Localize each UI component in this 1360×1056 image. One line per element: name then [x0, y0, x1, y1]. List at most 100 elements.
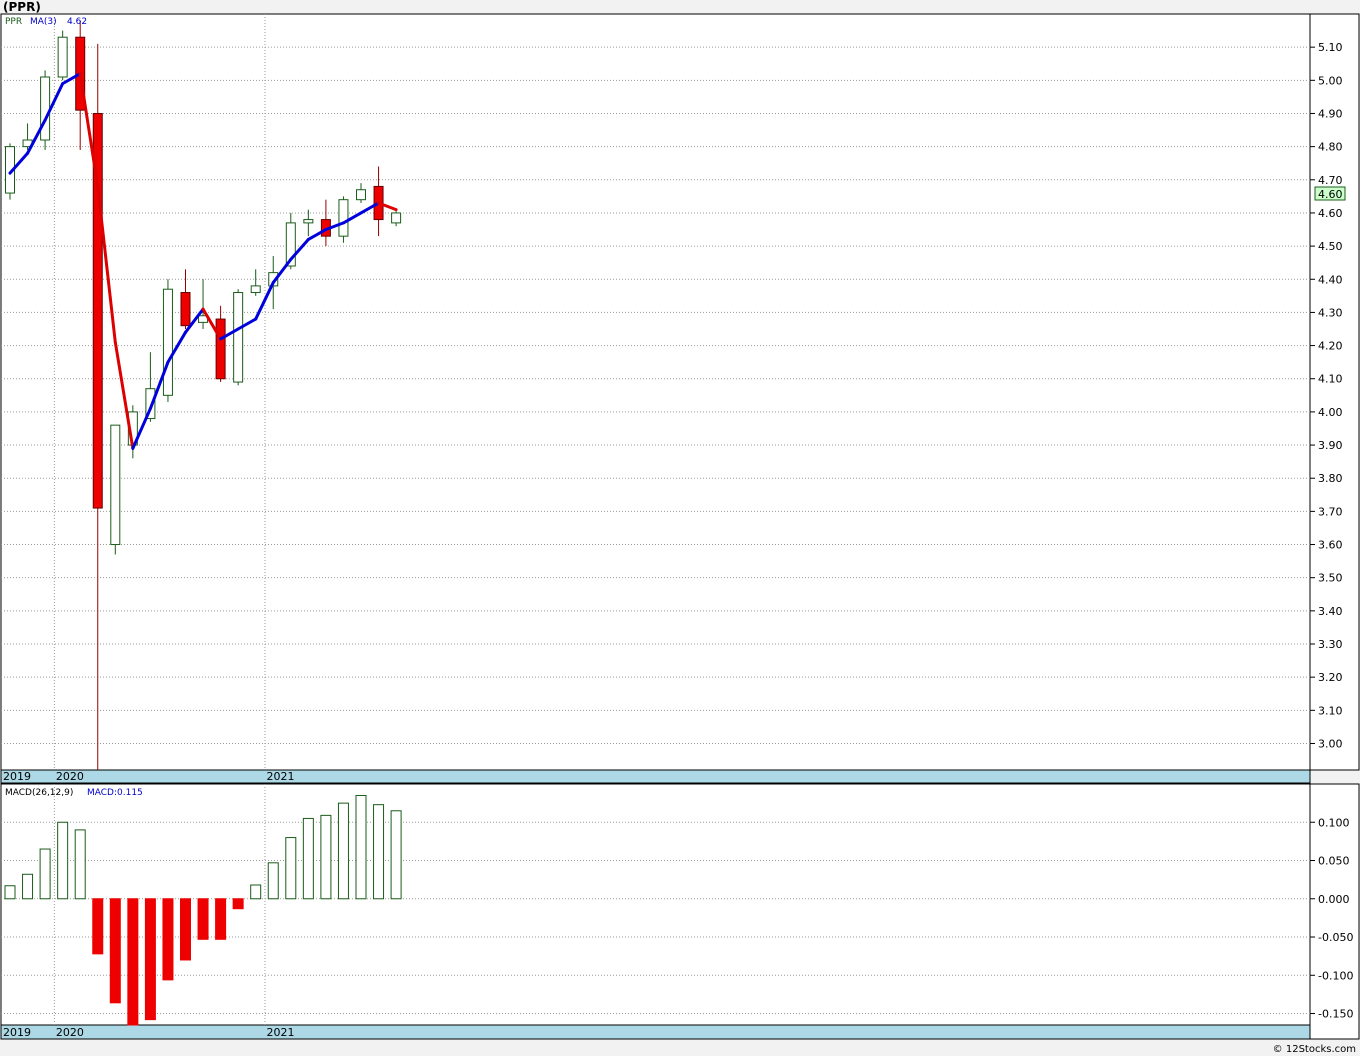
macd-bar: [162, 898, 174, 981]
price-tick-label: 4.80: [1318, 141, 1343, 154]
price-x-label: 2020: [56, 770, 84, 783]
ma-segment: [43, 82, 65, 122]
candle-body-up: [162, 288, 173, 396]
ma-segment: [359, 201, 381, 215]
macd-plot-area: [0, 783, 1311, 1026]
price-tick-label: 4.30: [1318, 306, 1343, 319]
price-x-labels: 2019 2020 2021: [3, 770, 294, 783]
macd-tick-label: 0.050: [1318, 855, 1350, 868]
macd-bar: [215, 898, 227, 940]
ma-segment: [26, 118, 47, 155]
candle-body-up: [145, 388, 156, 420]
ma-segment: [166, 330, 187, 364]
macd-bar: [22, 873, 34, 900]
macd-tick-label: -0.050: [1318, 931, 1353, 944]
candle: [92, 43, 103, 770]
candle-body-up: [110, 424, 121, 546]
price-tick-label: 4.70: [1318, 174, 1343, 187]
candle: [57, 30, 68, 81]
candle: [356, 183, 366, 203]
legend-symbol: PPR: [5, 17, 22, 27]
macd-y-axis: [1309, 783, 1360, 1040]
candle: [162, 279, 173, 402]
candle: [215, 305, 226, 383]
macd-bar: [57, 821, 69, 900]
candle-body-up: [285, 222, 296, 267]
ma-segment: [96, 184, 117, 344]
price-tick-label: 5.10: [1318, 41, 1343, 54]
macd-bar: [144, 898, 156, 1021]
ma-segment: [324, 221, 345, 232]
price-tick-label: 4.40: [1318, 273, 1343, 286]
last-price-badge: [1314, 186, 1346, 201]
price-tick-label: 4.00: [1318, 406, 1343, 419]
ma-segment: [184, 307, 205, 334]
macd-x-label: 2021: [266, 1026, 294, 1039]
price-tick-label: 4.20: [1318, 340, 1343, 353]
macd-bar: [74, 829, 86, 900]
candle-body-up: [356, 189, 366, 201]
price-tick-label: 4.50: [1318, 240, 1343, 253]
candle: [303, 209, 314, 237]
macd-bar: [320, 814, 332, 900]
ma-line: [8, 72, 398, 450]
macd-bar: [4, 885, 16, 900]
price-tick-label: 4.90: [1318, 107, 1343, 120]
ma-segment: [8, 151, 30, 175]
ma-segment: [306, 228, 328, 241]
price-tick-label: 3.30: [1318, 638, 1343, 651]
price-tick-label: 3.40: [1318, 605, 1343, 618]
candle: [110, 424, 121, 555]
macd-legend-label: MACD(26,12,9): [5, 788, 73, 798]
last-price-badge-text: 4.60: [1318, 188, 1343, 201]
copyright: © 12Stocks.com: [1273, 1044, 1356, 1055]
price-y-axis: [1309, 13, 1360, 771]
candle: [391, 209, 402, 227]
macd-bars: [4, 794, 402, 1026]
price-x-label: 2021: [266, 770, 294, 783]
price-grid: 3.00 3.10 3.20 3.30 3.40 3.50 3.60 3.70 3.80 3.90…: [1, 14, 1343, 770]
price-tick-label: 3.50: [1318, 572, 1343, 585]
price-plot-area: [0, 13, 1311, 771]
chart-title: (PPR): [3, 0, 41, 14]
ma-segment: [254, 281, 275, 321]
ma-segment: [219, 327, 240, 341]
price-tick-label: 4.60: [1318, 207, 1343, 220]
macd-grid: 0.100 0.050 0.000 -0.050 -0.100 -0.150: [1, 784, 1353, 1025]
ma-segment: [377, 201, 398, 212]
macd-bar: [109, 898, 121, 1004]
price-tick-label: 3.20: [1318, 671, 1343, 684]
macd-bar: [39, 848, 51, 900]
candle-body-up: [40, 76, 51, 141]
legend-ma-label: MA(3): [30, 17, 57, 27]
candle-body-up: [250, 285, 261, 294]
macd-bar: [232, 898, 244, 910]
macd-bar: [337, 802, 349, 900]
macd-bar: [267, 862, 279, 900]
price-tick-label: 5.00: [1318, 74, 1343, 87]
macd-tick-label: -0.100: [1318, 969, 1353, 982]
candle: [180, 269, 191, 329]
macd-bar: [180, 898, 191, 961]
candle-body-down: [92, 112, 103, 509]
macd-bar: [302, 817, 314, 900]
macd-x-labels: 2019 2020 2021: [3, 1026, 294, 1039]
ma-segment: [131, 407, 152, 450]
macd-bar: [285, 837, 297, 900]
macd-bar: [197, 898, 209, 940]
ma-segment: [113, 340, 135, 450]
legend-ma-value: 4.62: [67, 17, 87, 27]
macd-tick-label: -0.150: [1318, 1008, 1353, 1021]
ma-segment: [341, 211, 363, 225]
ma-segment: [289, 237, 310, 261]
price-tick-label: 3.60: [1318, 539, 1343, 552]
macd-x-label: 2019: [3, 1026, 31, 1039]
macd-bar: [373, 804, 385, 900]
macd-x-axis-band: [0, 1024, 1311, 1040]
macd-bar: [250, 884, 262, 900]
price-tick-label: 3.70: [1318, 505, 1343, 518]
macd-bar: [355, 794, 367, 900]
macd-tick-label: 0.000: [1318, 893, 1350, 906]
candle-body-up: [303, 219, 314, 224]
